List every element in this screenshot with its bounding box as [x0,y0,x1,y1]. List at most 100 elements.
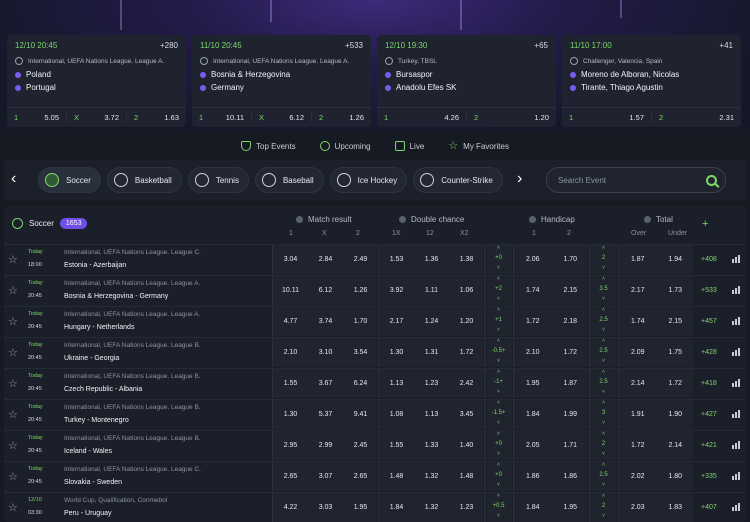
total-line-selector[interactable]: ˄ 2 ˅ [589,245,617,274]
odds-value[interactable]: 3.07 [318,473,333,480]
odds-value[interactable]: 1.87 [563,380,578,387]
total-line-selector[interactable]: ˄ 2.5 ˅ [589,338,617,367]
stats-icon[interactable] [732,410,742,418]
chevron-down-icon[interactable]: ˅ [602,296,605,302]
odds-value[interactable]: 1.32 [424,504,439,511]
handicap-line-selector[interactable]: ˄ +1 ˅ [484,307,512,336]
odds-value[interactable]: 1.48 [459,473,474,480]
odds-value[interactable]: 1.32 [424,473,439,480]
more-markets-count[interactable]: +408 [701,256,717,263]
stats-icon[interactable] [732,503,742,511]
total-line-selector[interactable]: ˄ 2.5 ˅ [589,369,617,398]
event-row[interactable]: ☆ Today 20:45 International, UEFA Nations L… [4,275,746,305]
chevron-up-icon[interactable]: ˄ [497,245,500,251]
total-line-selector[interactable]: ˄ 2 ˅ [589,431,617,460]
chevron-down-icon[interactable]: ˅ [497,513,500,519]
odds-button[interactable]: 1 4.26 [377,113,466,122]
search-input[interactable]: Search Event [546,167,726,193]
odds-value[interactable]: 2.05 [525,442,540,449]
handicap-line-selector[interactable]: ˄ +0 ˅ [484,245,512,274]
odds-value[interactable]: 3.10 [318,349,333,356]
stats-icon[interactable] [732,441,742,449]
sport-item-ice-hockey[interactable]: Ice Hockey [329,167,408,193]
odds-value[interactable]: 1.13 [389,380,404,387]
odds-value[interactable]: 1.40 [459,442,474,449]
chevron-down-icon[interactable]: ˅ [602,265,605,271]
odds-value[interactable]: 3.45 [459,411,474,418]
chevron-left-icon[interactable]: ‹ [11,170,17,187]
odds-value[interactable]: 1.99 [563,411,578,418]
odds-button[interactable]: 2 1.26 [311,113,371,122]
chevron-right-icon[interactable]: › [517,170,523,187]
odds-value[interactable]: 1.71 [563,442,578,449]
search-icon[interactable] [706,174,717,186]
chevron-up-icon[interactable]: ˄ [602,431,605,437]
chevron-up-icon[interactable]: ˄ [497,462,500,468]
chevron-up-icon[interactable]: ˄ [602,338,605,344]
odds-value[interactable]: 1.75 [668,349,683,356]
odds-value[interactable]: 1.72 [563,349,578,356]
odds-value[interactable]: 4.77 [283,318,298,325]
odds-value[interactable]: 3.54 [353,349,368,356]
odds-value[interactable]: 1.38 [459,256,474,263]
odds-value[interactable]: 2.17 [630,287,645,294]
handicap-line-selector[interactable]: ˄ -1+ ˅ [484,369,512,398]
stats-icon[interactable] [732,348,742,356]
handicap-line-selector[interactable]: ˄ +2 ˅ [484,276,512,305]
odds-value[interactable]: 2.09 [630,349,645,356]
match-card[interactable]: 12/10 19:30 +65 Turkey, TBSL Bursaspor Anado… [377,35,556,127]
handicap-line-selector[interactable]: ˄ +0 ˅ [484,462,512,491]
odds-value[interactable]: 1.84 [525,411,540,418]
chevron-down-icon[interactable]: ˅ [497,327,500,333]
chevron-down-icon[interactable]: ˅ [602,420,605,426]
odds-value[interactable]: 1.31 [424,349,439,356]
chevron-up-icon[interactable]: ˄ [602,276,605,282]
event-row[interactable]: ☆ 12/10 03:30 World Cup, Qualification, Con… [4,492,746,522]
odds-button[interactable]: 2 1.20 [466,113,556,122]
odds-button[interactable]: 1 5.05 [7,113,66,122]
more-markets-count[interactable]: +428 [701,349,717,356]
total-line-selector[interactable]: ˄ 3.5 ˅ [589,276,617,305]
chevron-down-icon[interactable]: ˅ [497,482,500,488]
odds-value[interactable]: 1.95 [353,504,368,511]
match-card[interactable]: 11/10 17:00 +41 Challenger, Valencia, Spai… [562,35,741,127]
odds-value[interactable]: 1.84 [389,504,404,511]
more-markets-count[interactable]: +407 [701,504,717,511]
odds-value[interactable]: 2.42 [459,380,474,387]
chevron-up-icon[interactable]: ˄ [497,493,500,499]
odds-value[interactable]: 1.53 [389,256,404,263]
odds-value[interactable]: 6.24 [353,380,368,387]
odds-value[interactable]: 1.23 [424,380,439,387]
chevron-up-icon[interactable]: ˄ [497,276,500,282]
handicap-line-selector[interactable]: ˄ -1.5+ ˅ [484,400,512,429]
stats-icon[interactable] [732,286,742,294]
odds-value[interactable]: 1.55 [389,442,404,449]
more-markets-count[interactable]: +427 [701,411,717,418]
chevron-down-icon[interactable]: ˅ [602,327,605,333]
chevron-up-icon[interactable]: ˄ [497,431,500,437]
odds-value[interactable]: 1.26 [353,287,368,294]
odds-value[interactable]: 2.65 [283,473,298,480]
more-markets-count[interactable]: +421 [701,442,717,449]
odds-value[interactable]: 1.30 [389,349,404,356]
chevron-up-icon[interactable]: ˄ [497,400,500,406]
odds-value[interactable]: 1.91 [630,411,645,418]
chevron-up-icon[interactable]: ˄ [497,369,500,375]
odds-button[interactable]: X 3.72 [66,113,126,122]
odds-value[interactable]: 1.72 [630,442,645,449]
match-card[interactable]: 12/10 20:45 +280 International, UEFA Natio… [7,35,186,127]
event-row[interactable]: ☆ Today 20:45 International, UEFA Nations L… [4,368,746,398]
odds-value[interactable]: 2.45 [353,442,368,449]
odds-value[interactable]: 4.22 [283,504,298,511]
chevron-down-icon[interactable]: ˅ [602,513,605,519]
more-markets-count[interactable]: +533 [344,41,363,50]
odds-value[interactable]: 1.90 [668,411,683,418]
odds-value[interactable]: 1.23 [459,504,474,511]
odds-value[interactable]: 1.95 [563,504,578,511]
sport-item-tennis[interactable]: Tennis [187,167,249,193]
odds-value[interactable]: 3.74 [318,318,333,325]
odds-value[interactable]: 1.94 [668,256,683,263]
odds-value[interactable]: 2.49 [353,256,368,263]
odds-value[interactable]: 10.11 [282,287,299,294]
more-markets-count[interactable]: +65 [534,41,548,50]
